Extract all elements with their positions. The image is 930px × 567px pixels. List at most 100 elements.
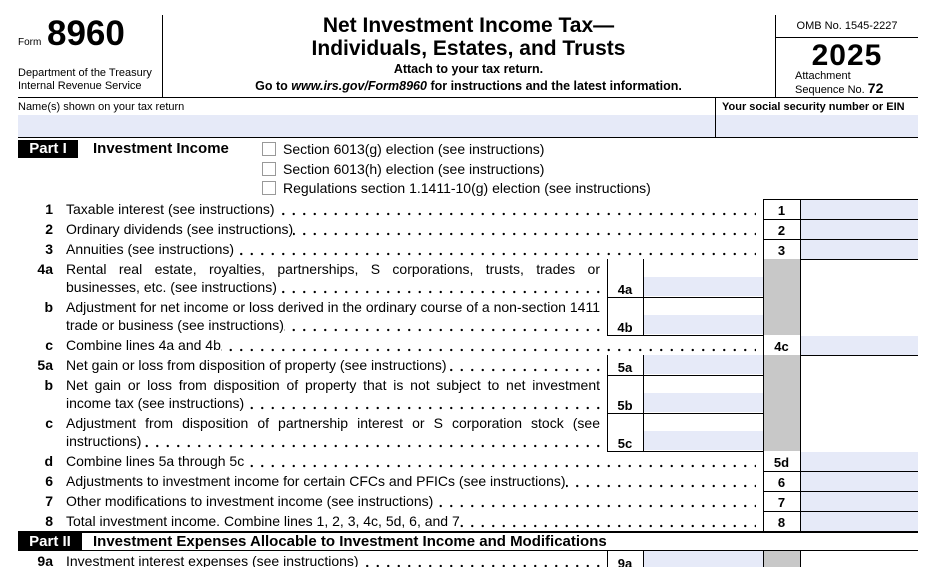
line-text: Adjustments to investment income for cer… xyxy=(66,472,756,490)
checkbox[interactable] xyxy=(262,161,276,176)
amount-input[interactable] xyxy=(801,512,918,531)
divider xyxy=(775,15,776,97)
omb: OMB No. 1545-2227 xyxy=(796,20,898,32)
line-text: Total investment income. Combine lines 1… xyxy=(66,512,756,530)
amount-input[interactable] xyxy=(644,551,763,567)
sequence-label: Sequence No. xyxy=(795,84,865,96)
amount-input[interactable] xyxy=(644,393,763,412)
rule xyxy=(18,137,918,138)
amount-input[interactable] xyxy=(801,492,918,511)
line-number: 7 xyxy=(45,493,53,509)
vline xyxy=(607,259,608,297)
amount-input[interactable] xyxy=(644,355,763,374)
checkbox[interactable] xyxy=(262,181,276,195)
hline xyxy=(763,491,918,492)
amount-input[interactable] xyxy=(801,336,918,355)
box-label: 6 xyxy=(777,475,786,490)
hline xyxy=(763,199,918,200)
box-label: 1 xyxy=(777,203,786,218)
name-label: Name(s) shown on your tax return xyxy=(18,101,185,113)
vline xyxy=(607,355,608,375)
goto-note: Go to www.irs.gov/Form8960 for instructi… xyxy=(162,80,775,93)
line-number: 6 xyxy=(45,473,53,489)
amount-input[interactable] xyxy=(801,240,918,259)
vline xyxy=(800,335,801,355)
vline xyxy=(763,551,764,567)
hline xyxy=(763,511,918,512)
line-text: Combine lines 5a through 5c xyxy=(66,452,756,470)
vline xyxy=(763,511,764,531)
vline xyxy=(800,451,801,471)
line-text-span: Adjustments to investment income for cer… xyxy=(66,473,566,489)
vline xyxy=(800,491,801,511)
vline xyxy=(763,355,764,375)
line-number: b xyxy=(44,299,53,315)
box-label: 2 xyxy=(777,223,786,238)
vline xyxy=(763,297,764,335)
box-label: 4b xyxy=(617,320,633,335)
line-number: 3 xyxy=(45,241,53,257)
vline xyxy=(607,297,608,335)
line-text-span: Annuities (see instructions) xyxy=(66,241,235,257)
line-number: 1 xyxy=(45,201,53,217)
line-text-span: Rental real estate, royalties, partnersh… xyxy=(66,261,600,295)
line-text-span: Combine lines 5a through 5c xyxy=(66,453,245,469)
line-text: Ordinary dividends (see instructions) xyxy=(66,220,756,238)
vline xyxy=(607,551,608,567)
amount-input[interactable] xyxy=(801,452,918,471)
vline xyxy=(643,355,644,375)
line-number: b xyxy=(44,377,53,393)
line-text: Rental real estate, royalties, partnersh… xyxy=(66,260,600,296)
part-title: Investment Income xyxy=(93,140,229,157)
part-label: Part II xyxy=(18,533,82,551)
vline xyxy=(800,239,801,259)
line-text-span: Investment interest expenses (see instru… xyxy=(66,553,359,567)
line-text: Annuities (see instructions) xyxy=(66,240,756,258)
shade xyxy=(763,259,800,297)
box-label: 5c xyxy=(617,436,633,451)
line-text: Adjustment from disposition of partnersh… xyxy=(66,414,600,450)
vline xyxy=(763,239,764,259)
rule xyxy=(18,550,918,551)
form-number: 8960 xyxy=(47,14,125,53)
vline xyxy=(800,413,801,451)
sequence: Sequence No. 72 xyxy=(795,81,883,96)
checkbox[interactable] xyxy=(262,142,276,156)
amount-input[interactable] xyxy=(801,220,918,239)
goto-prefix: Go to xyxy=(255,79,288,93)
name-input[interactable] xyxy=(18,115,715,137)
line-number: d xyxy=(44,453,53,469)
vline xyxy=(763,375,764,413)
part-label: Part I xyxy=(18,140,78,158)
line-text-span: Taxable interest (see instructions) xyxy=(66,201,275,217)
vline xyxy=(800,297,801,335)
amount-input[interactable] xyxy=(801,472,918,491)
vline xyxy=(643,297,644,335)
line-number: 5a xyxy=(37,357,53,373)
amount-input[interactable] xyxy=(644,315,763,334)
dot-leader xyxy=(66,240,756,258)
attach-note: Attach to your tax return. xyxy=(393,62,544,76)
box-label: 5d xyxy=(773,455,790,470)
dot-leader xyxy=(66,336,756,354)
amount-input[interactable] xyxy=(644,431,763,450)
line-number: 9a xyxy=(37,553,53,567)
box-label: 4c xyxy=(774,339,789,354)
election-label: Regulations section 1.1411-10(g) electio… xyxy=(283,180,651,196)
amount-input[interactable] xyxy=(801,200,918,219)
tax-year: 2025 xyxy=(811,39,883,72)
box-label: 9a xyxy=(617,556,633,567)
hline xyxy=(763,471,918,472)
vline xyxy=(607,375,608,413)
title-line: Net Investment Income Tax— xyxy=(322,14,615,37)
hline xyxy=(607,451,763,452)
vline xyxy=(800,551,801,567)
amount-input[interactable] xyxy=(644,277,763,296)
vline xyxy=(643,551,644,567)
hline xyxy=(763,259,918,260)
hline xyxy=(607,297,763,298)
goto-url[interactable]: www.irs.gov/Form8960 xyxy=(291,79,427,93)
line-text-span: Combine lines 4a and 4b xyxy=(66,337,221,353)
ssn-input[interactable] xyxy=(716,115,918,137)
ssn-label: Your social security number or EIN xyxy=(722,101,905,113)
